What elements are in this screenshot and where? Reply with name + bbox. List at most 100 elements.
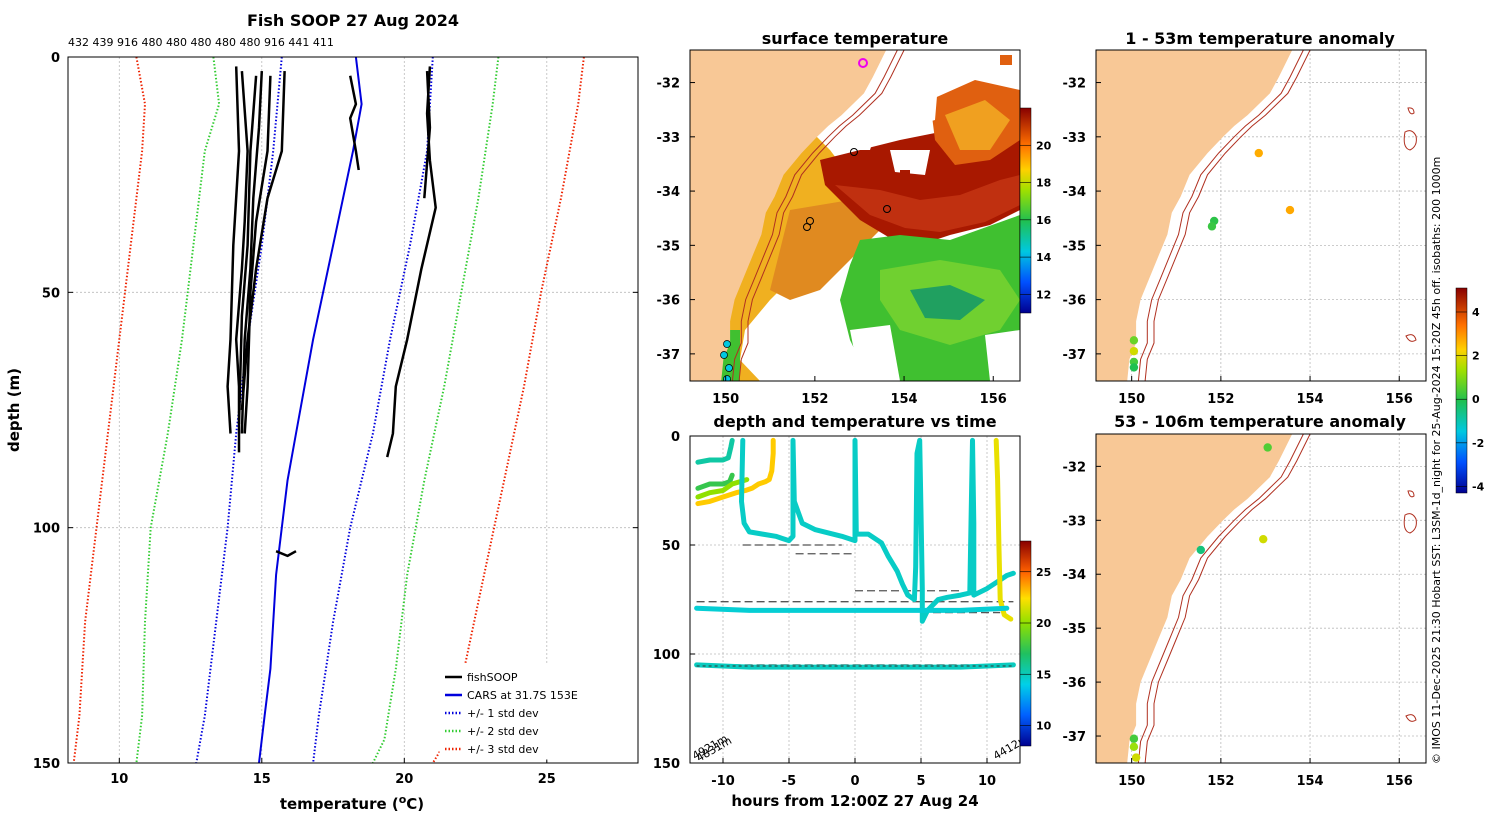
profile-series-fish7 (348, 75, 360, 171)
map-ytick-label: -33 (1063, 131, 1087, 146)
sst-cloud-4 (850, 325, 900, 381)
ts-track (695, 437, 776, 507)
anomaly-panel-1: 1 - 53m temperature anomaly 150 152 154 156… (1063, 29, 1427, 407)
profile-series-fish1 (226, 66, 241, 434)
ts-xtick-label: 5 (916, 774, 925, 789)
sst-colorbar-label: 20 (1036, 139, 1052, 152)
anom2-title: 53 - 106m temperature anomaly (1114, 412, 1406, 431)
figure-credit: © IMOS 11-Dec-2025 21:30 Hobart SST: L3S… (1430, 157, 1443, 764)
ts-colorbar-label: 15 (1036, 668, 1051, 681)
profile-title: Fish SOOP 27 Aug 2024 (247, 11, 459, 30)
anomaly-colorbar-ticks: -4 -2 0 2 4 (1456, 306, 1485, 493)
ts-track (993, 437, 1014, 622)
anom2-island-1 (1403, 513, 1417, 534)
anom1-land (1096, 50, 1293, 381)
sst-station-5 (723, 340, 731, 348)
anom2-point (1263, 443, 1272, 452)
profile-lines (72, 56, 585, 764)
ts-title: depth and temperature vs time (713, 412, 996, 431)
map-xtick-label: 150 (1118, 774, 1145, 789)
anom2-plot (1096, 434, 1426, 763)
profile-legend: fishSOOP CARS at 31.7S 153E +/- 1 std dev +… (439, 664, 637, 760)
ts-ytick-label: 50 (662, 539, 680, 554)
profile-ytick-label: 150 (33, 757, 60, 772)
map-ytick-label: -32 (657, 77, 681, 92)
ts-ytick-label: 150 (653, 757, 680, 772)
anom1-point (1285, 205, 1295, 215)
map-xtick-label: 154 (1296, 774, 1323, 789)
profile-series-fish9 (423, 71, 432, 199)
sst-isobath-1000 (738, 50, 905, 381)
anom1-point (1129, 346, 1139, 356)
map-ytick-label: -32 (1063, 77, 1087, 92)
anom1-isobath-200 (1137, 50, 1304, 381)
anom2-point (1129, 742, 1139, 752)
anom2-island-3 (1405, 714, 1417, 722)
profile-series--1-std (195, 56, 283, 764)
legend-box (439, 664, 637, 760)
map-xtick-label: 150 (1118, 392, 1145, 407)
anom1-points (1129, 148, 1295, 372)
sst-station-1 (850, 148, 858, 156)
anom2-land (1096, 434, 1293, 763)
sst-cool-dark (910, 285, 985, 320)
legend-entry: +/- 1 std dev (467, 707, 539, 720)
sst-red-fleck-1 (900, 170, 910, 178)
map-ytick-label: -35 (657, 239, 681, 254)
anom1-island-1 (1403, 130, 1417, 151)
sst-colorbar-ticks: 12 14 16 18 20 (1020, 139, 1052, 301)
anom1-island-2 (1407, 107, 1415, 115)
ts-xtick-label: 10 (978, 774, 996, 789)
map-ytick-label: -34 (1063, 185, 1087, 200)
timeseries-panel: depth and temperature vs time -10 -5 0 5 100… (653, 412, 1052, 810)
anom2-isobath-200 (1137, 434, 1304, 763)
profile-series-fish10 (275, 550, 297, 558)
sst-land (690, 50, 887, 381)
ts-tracks (694, 437, 1016, 670)
map-ytick-label: -36 (1063, 676, 1087, 691)
profile-series-fish3 (240, 71, 264, 434)
sst-colorbar-label: 14 (1036, 251, 1052, 264)
legend-entry: fishSOOP (467, 671, 518, 684)
map-ytick-label: -36 (657, 294, 681, 309)
map-ytick-label: -37 (1063, 348, 1087, 363)
map-xtick-label: 156 (980, 392, 1007, 407)
sst-title: surface temperature (762, 29, 949, 48)
sst-ticks: 150 152 154 156 -32 -33 -34 -35 -36 -37 (657, 77, 1007, 407)
ts-colorbar-label: 20 (1036, 617, 1052, 630)
profile-series--2-std (135, 56, 221, 764)
ts-colorbar-label: 25 (1036, 566, 1051, 579)
profile-xtick-label: 15 (253, 772, 271, 787)
anom2-point (1129, 734, 1139, 743)
profile-series-fish8 (385, 66, 437, 458)
anom2-point (1259, 534, 1268, 544)
sst-station-6 (720, 351, 728, 359)
profile-series-fish5 (240, 71, 286, 411)
ts-track (694, 605, 1010, 613)
sst-shelf-orange (770, 200, 880, 300)
sst-panel: surface temperature (657, 29, 1052, 407)
anom2-point (1196, 545, 1205, 555)
anom1-isobath-1000 (1144, 50, 1311, 381)
anom1-point (1254, 148, 1263, 158)
map-ytick-label: -37 (1063, 730, 1087, 745)
profile-series-fish6 (237, 75, 258, 425)
profile-series--2-std (372, 56, 500, 764)
ts-xlabel: hours from 12:00Z 27 Aug 24 (731, 792, 978, 810)
map-ytick-label: -35 (1063, 239, 1087, 254)
ts-xtick-label: -10 (711, 774, 735, 789)
profile-xtick-label: 10 (110, 772, 128, 787)
anom1-point (1207, 222, 1217, 231)
sst-red-fleck-3 (1000, 55, 1012, 65)
sst-cloud-5 (985, 330, 1020, 381)
anom1-title: 1 - 53m temperature anomaly (1125, 29, 1395, 48)
anom2-frame (1095, 433, 1427, 764)
map-ytick-label: -33 (1063, 514, 1087, 529)
sst-red-fleck-2 (870, 152, 878, 158)
sst-cloud-1 (870, 60, 940, 130)
sst-vessel-marker (858, 58, 868, 68)
profile-xtick-label: 20 (395, 772, 413, 787)
anom1-point (1129, 363, 1139, 372)
sst-colorbar-label: 12 (1036, 288, 1051, 301)
